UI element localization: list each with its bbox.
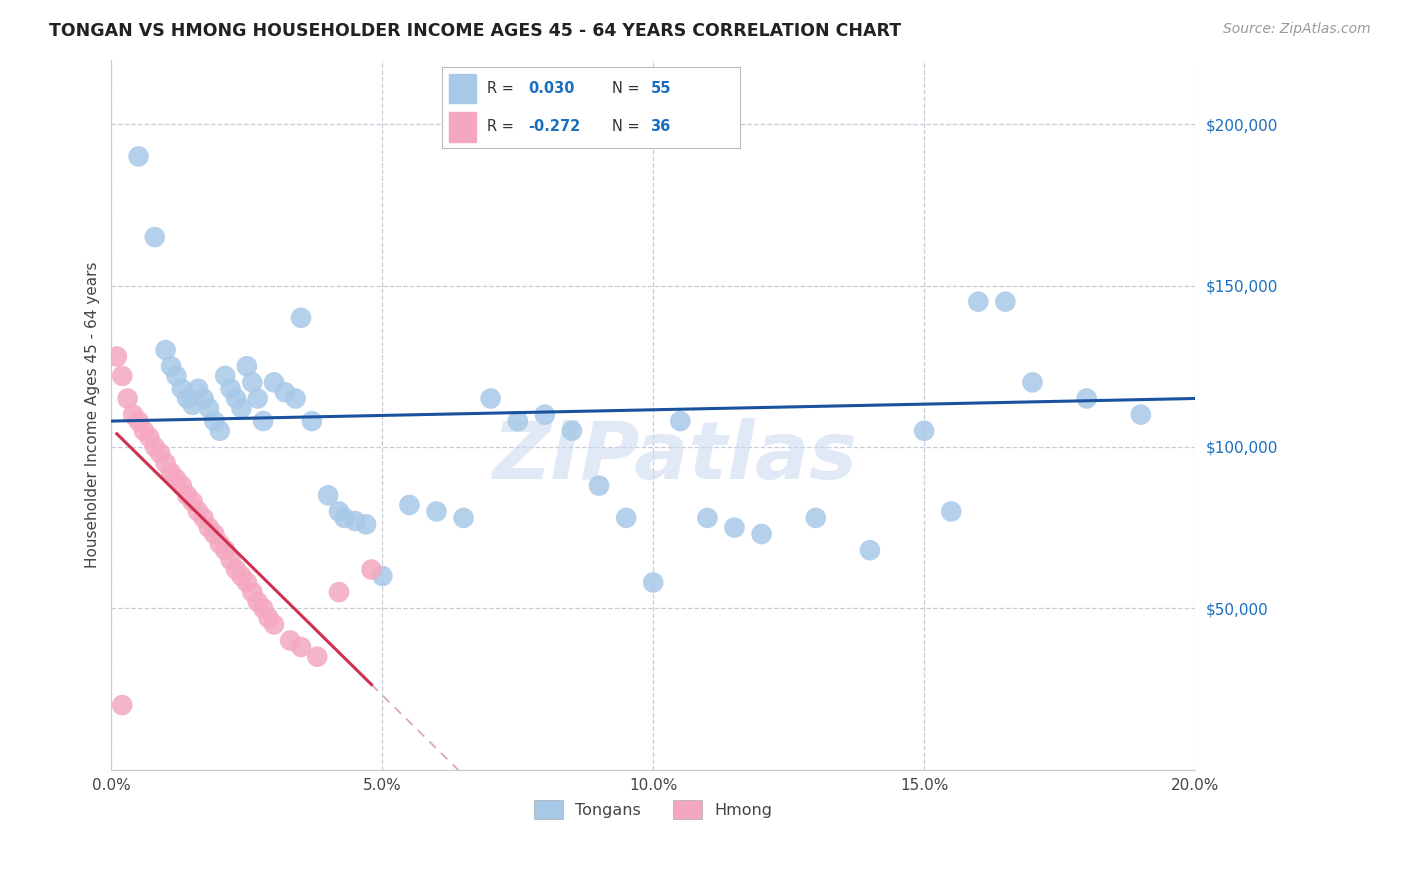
Point <box>187 382 209 396</box>
Point <box>198 520 221 534</box>
Point <box>561 424 583 438</box>
Point <box>111 368 134 383</box>
Point <box>1076 392 1098 406</box>
Point <box>225 563 247 577</box>
Point <box>219 382 242 396</box>
Point <box>307 649 329 664</box>
Point <box>506 414 529 428</box>
Point <box>246 595 269 609</box>
Point <box>208 424 231 438</box>
Point <box>290 310 312 325</box>
Point <box>202 527 225 541</box>
Point <box>252 414 274 428</box>
Point <box>614 511 637 525</box>
Point <box>240 585 263 599</box>
Point <box>176 392 198 406</box>
Point <box>187 504 209 518</box>
Point <box>219 553 242 567</box>
Point <box>479 392 502 406</box>
Point <box>105 350 128 364</box>
Point <box>301 414 323 428</box>
Point <box>138 430 160 444</box>
Point <box>669 414 692 428</box>
Point <box>202 414 225 428</box>
Point <box>371 569 394 583</box>
Point <box>160 466 183 480</box>
Point <box>193 511 215 525</box>
Point <box>333 511 356 525</box>
Point <box>117 392 139 406</box>
Point <box>643 575 665 590</box>
Point <box>214 543 236 558</box>
Point <box>128 414 150 428</box>
Point <box>231 569 253 583</box>
Point <box>398 498 420 512</box>
Point <box>425 504 447 518</box>
Text: ZIPatlas: ZIPatlas <box>492 418 858 496</box>
Point <box>111 698 134 712</box>
Point <box>208 537 231 551</box>
Point <box>246 392 269 406</box>
Point <box>290 640 312 654</box>
Text: TONGAN VS HMONG HOUSEHOLDER INCOME AGES 45 - 64 YEARS CORRELATION CHART: TONGAN VS HMONG HOUSEHOLDER INCOME AGES … <box>49 22 901 40</box>
Point <box>263 376 285 390</box>
Point <box>122 408 145 422</box>
Point <box>588 478 610 492</box>
Point <box>316 488 339 502</box>
Point <box>328 504 350 518</box>
Point <box>257 611 280 625</box>
Point <box>193 392 215 406</box>
Point <box>723 520 745 534</box>
Point <box>149 446 172 460</box>
Point <box>967 294 990 309</box>
Point <box>941 504 963 518</box>
Point <box>534 408 557 422</box>
Point <box>274 384 297 399</box>
Point <box>252 601 274 615</box>
Legend: Tongans, Hmong: Tongans, Hmong <box>527 793 779 826</box>
Point <box>360 563 382 577</box>
Point <box>354 517 377 532</box>
Point <box>143 440 166 454</box>
Point <box>165 472 187 486</box>
Point <box>804 511 827 525</box>
Text: Source: ZipAtlas.com: Source: ZipAtlas.com <box>1223 22 1371 37</box>
Point <box>328 585 350 599</box>
Point <box>278 633 301 648</box>
Point <box>1021 376 1043 390</box>
Point <box>198 401 221 416</box>
Point <box>236 359 259 374</box>
Point <box>155 456 177 470</box>
Point <box>132 424 155 438</box>
Point <box>751 527 773 541</box>
Point <box>231 401 253 416</box>
Point <box>994 294 1017 309</box>
Point <box>1129 408 1152 422</box>
Point <box>165 368 187 383</box>
Point <box>214 368 236 383</box>
Point <box>284 392 307 406</box>
Point <box>155 343 177 357</box>
Point <box>128 149 150 163</box>
Point <box>176 488 198 502</box>
Point <box>181 398 204 412</box>
Point <box>240 376 263 390</box>
Point <box>696 511 718 525</box>
Point <box>344 514 367 528</box>
Point <box>236 575 259 590</box>
Point <box>225 392 247 406</box>
Point <box>170 382 193 396</box>
Point <box>263 617 285 632</box>
Point <box>160 359 183 374</box>
Point <box>912 424 935 438</box>
Y-axis label: Householder Income Ages 45 - 64 years: Householder Income Ages 45 - 64 years <box>86 261 100 568</box>
Point <box>143 230 166 244</box>
Point <box>859 543 882 558</box>
Point <box>170 478 193 492</box>
Point <box>453 511 475 525</box>
Point <box>181 495 204 509</box>
